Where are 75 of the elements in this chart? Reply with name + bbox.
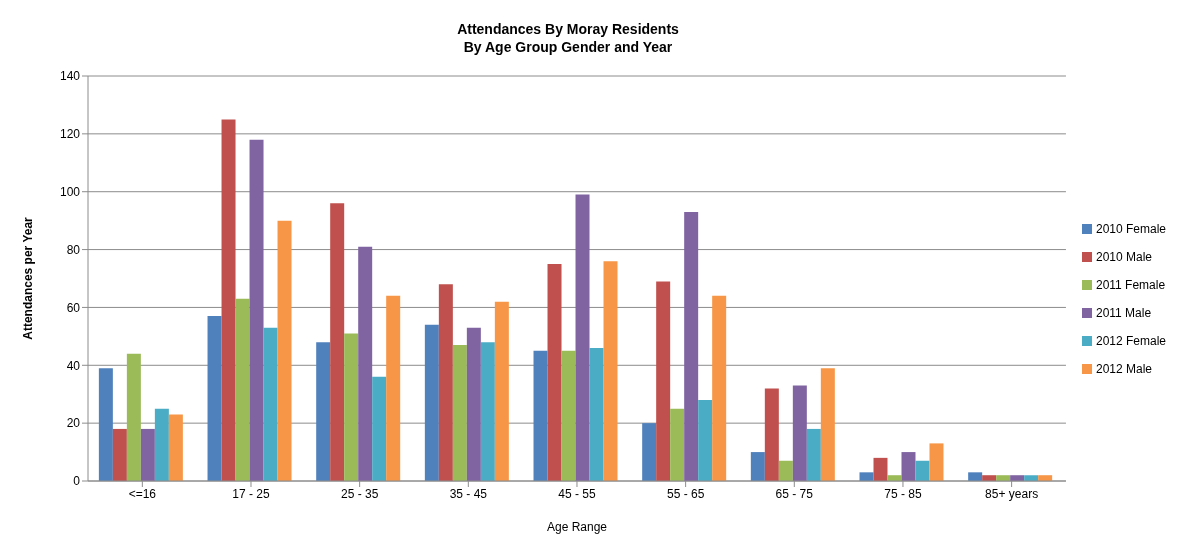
x-tick-label: 17 - 25 (232, 486, 270, 501)
bar (929, 443, 944, 481)
bar (480, 342, 495, 481)
legend-label: 2012 Female (1095, 333, 1166, 348)
bar (386, 295, 401, 481)
legend-label: 2010 Female (1095, 221, 1166, 236)
bar (561, 350, 576, 481)
bar (873, 457, 888, 481)
legend-label: 2012 Male (1095, 361, 1152, 376)
chart-subtitle: By Age Group Gender and Year (462, 38, 674, 56)
x-tick-label: <=16 (128, 486, 157, 501)
y-tick-label: 100 (59, 184, 81, 199)
bar (533, 350, 548, 481)
bar (764, 388, 779, 481)
chart-title: Attendances By Moray Residents (456, 20, 680, 38)
bar (547, 264, 562, 481)
bar (859, 472, 874, 481)
x-tick-label: 75 - 85 (884, 486, 922, 501)
x-tick-label: 65 - 75 (775, 486, 814, 501)
bar (656, 281, 671, 481)
bar (712, 295, 727, 481)
bar (792, 385, 807, 481)
bar (806, 428, 821, 481)
bar (575, 194, 590, 481)
x-tick-label: 85+ years (985, 486, 1039, 501)
bar (112, 428, 127, 481)
bar (344, 333, 359, 481)
bar (154, 408, 169, 481)
bar (466, 327, 481, 481)
bar (642, 423, 657, 481)
legend-label: 2011 Male (1095, 305, 1152, 320)
x-tick-label: 35 - 45 (449, 486, 488, 501)
bar (424, 324, 439, 481)
bar (698, 400, 713, 481)
y-tick-label: 140 (59, 69, 81, 84)
bar (330, 203, 345, 481)
bar (140, 428, 155, 481)
legend-label: 2011 Female (1095, 277, 1166, 292)
bar (249, 139, 264, 481)
y-tick-label: 0 (73, 474, 81, 489)
y-axis-title: Attendances per Year (21, 216, 36, 340)
bar (207, 316, 222, 481)
bar (221, 119, 236, 481)
bar (670, 408, 685, 481)
bar (589, 347, 604, 481)
x-tick-label: 25 - 35 (340, 486, 379, 501)
bar (98, 368, 113, 481)
bar (438, 284, 453, 481)
bar (277, 220, 292, 481)
bar (901, 452, 916, 481)
bar (684, 211, 699, 481)
y-tick-label: 120 (59, 127, 81, 142)
legend-label: 2010 Male (1095, 249, 1152, 264)
bar (820, 368, 835, 481)
bar (316, 342, 331, 481)
bar (603, 261, 618, 481)
y-tick-label: 80 (66, 242, 81, 257)
bar (494, 301, 509, 481)
y-tick-label: 20 (66, 416, 81, 431)
bar (168, 414, 183, 481)
bar (263, 327, 278, 481)
bar (126, 353, 141, 481)
bar (750, 452, 765, 481)
bar (968, 472, 983, 481)
y-tick-label: 60 (66, 300, 81, 315)
bar (372, 376, 387, 481)
x-tick-label: 45 - 55 (558, 486, 596, 501)
bar (778, 460, 793, 481)
bar (915, 460, 930, 481)
x-tick-label: 55 - 65 (666, 486, 705, 501)
bar (358, 246, 373, 481)
bar (452, 345, 467, 481)
x-axis-title: Age Range (546, 520, 608, 534)
y-tick-label: 40 (66, 358, 81, 373)
bar (235, 298, 250, 481)
